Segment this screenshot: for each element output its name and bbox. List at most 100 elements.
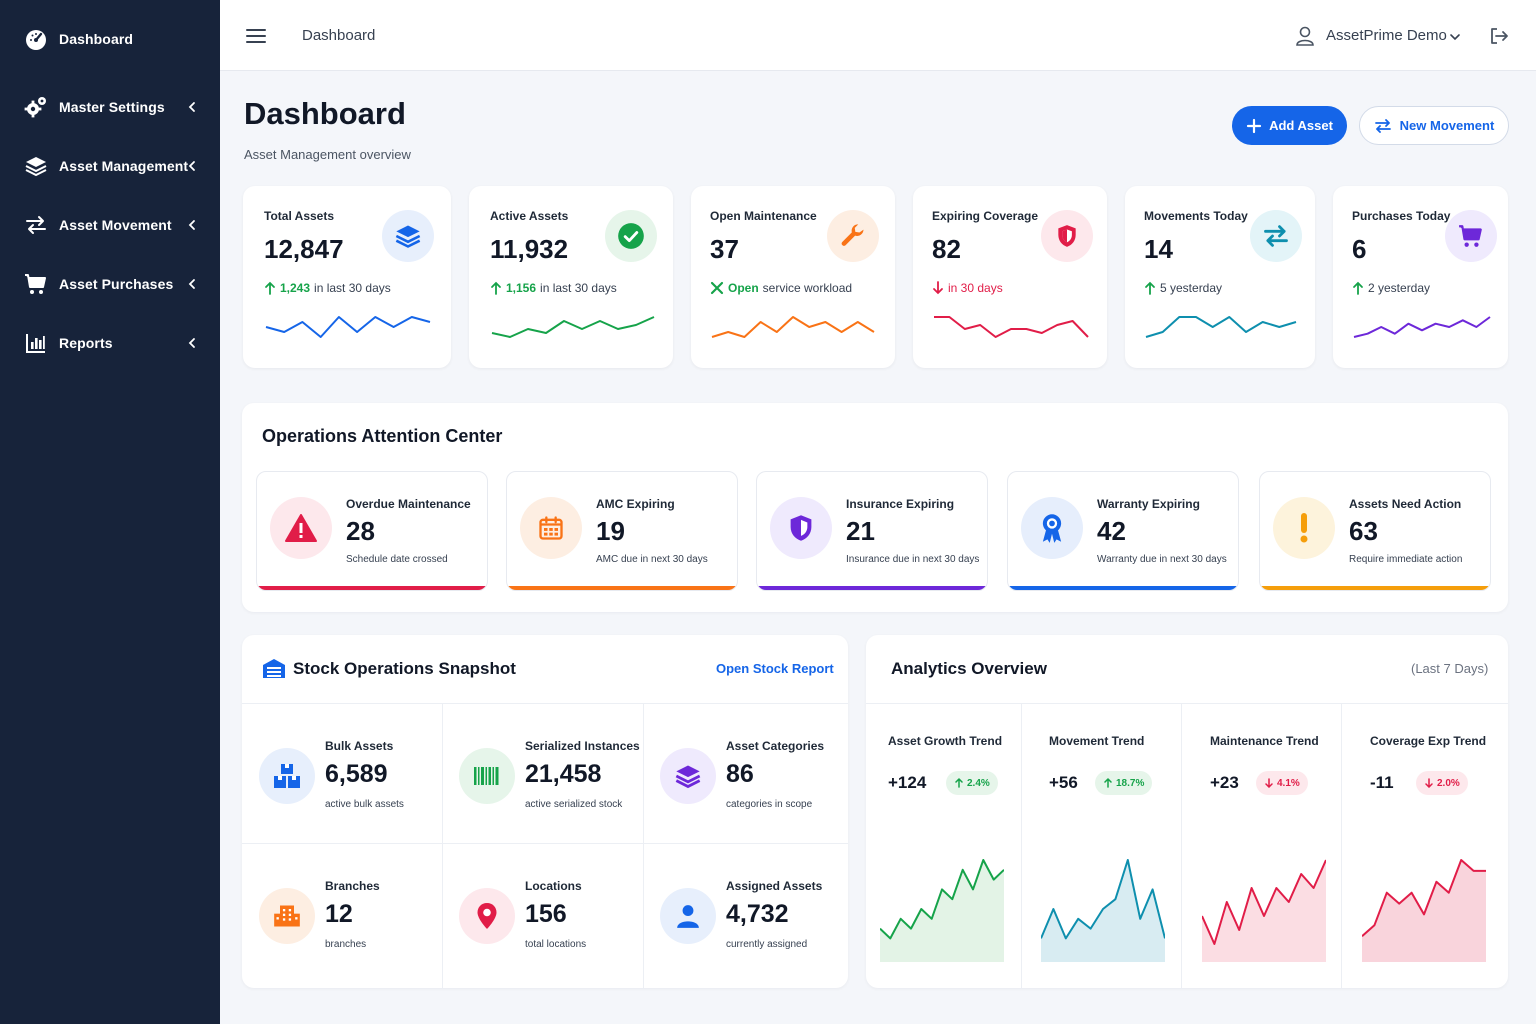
attention-card-title: Warranty Expiring <box>1097 497 1200 511</box>
analytics-col-movement: Movement Trend +56 18.7% <box>1027 704 1187 984</box>
attention-card-title: Overdue Maintenance <box>346 497 471 511</box>
sidebar-item-asset-management[interactable]: Asset Management <box>0 144 220 188</box>
layers-icon <box>24 154 48 178</box>
kpi-card-movements-today: Movements Today 14 5 yesterday <box>1125 186 1315 368</box>
sidebar-item-label: Reports <box>59 335 113 351</box>
analytics-col-title: Asset Growth Trend <box>888 734 1003 748</box>
arrow-up-icon <box>955 778 963 788</box>
trend-area-chart <box>880 859 1004 962</box>
stock-cell-subtitle: total locations <box>525 939 587 950</box>
kpi-footer-text: service workload <box>762 281 853 295</box>
kpi-value: 11,932 <box>490 234 569 264</box>
new-movement-label: New Movement <box>1399 118 1495 133</box>
divider <box>643 704 644 988</box>
trend-area-chart <box>1041 859 1165 962</box>
attention-card-value: 63 <box>1349 516 1378 546</box>
kpi-footer-value: 1,243 <box>280 281 311 295</box>
check-circle-icon <box>605 210 657 262</box>
page-title: Dashboard <box>244 96 406 131</box>
arrow-down-icon <box>933 281 943 295</box>
arrows-exchange-icon <box>1250 210 1302 262</box>
building-icon <box>259 888 315 944</box>
kpi-sparkline <box>265 316 431 338</box>
sparkline-path <box>491 316 655 338</box>
kpi-footer-value: Open <box>728 281 759 295</box>
kpi-card-purchases-today: Purchases Today 6 2 yesterday <box>1333 186 1508 368</box>
sidebar-item-reports[interactable]: Reports <box>0 321 220 365</box>
sidebar-item-label: Asset Purchases <box>59 276 174 292</box>
attention-card-subtitle: Warranty due in next 30 days <box>1097 554 1227 565</box>
sidebar-item-asset-movement[interactable]: Asset Movement <box>0 203 220 247</box>
user-icon <box>1296 26 1314 46</box>
area-line <box>1202 859 1326 945</box>
arrows-exchange-icon <box>24 213 48 237</box>
attention-card-title: Assets Need Action <box>1349 497 1462 511</box>
stock-cell-assigned-assets: Assigned Assets 4,732 currently assigned <box>643 844 843 984</box>
stock-cell-title: Serialized Instances <box>525 739 640 753</box>
kpi-footer-value: 1,156 <box>506 281 537 295</box>
stock-cell-title: Assigned Assets <box>726 879 823 893</box>
tools-icon <box>710 281 724 295</box>
kpi-card-expiring-coverage: Expiring Coverage 82 in 30 days <box>913 186 1107 368</box>
sidebar-item-master-settings[interactable]: Master Settings <box>0 85 220 129</box>
kpi-sparkline <box>1145 316 1297 338</box>
kpi-sparkline <box>491 316 655 338</box>
breadcrumb-title: Dashboard <box>302 27 376 44</box>
attention-card-overdue-maintenance[interactable]: Overdue Maintenance 28 Schedule date cro… <box>256 471 488 591</box>
divider <box>866 703 1508 704</box>
kpi-title: Open Maintenance <box>710 209 817 223</box>
sparkline-path <box>711 316 875 338</box>
gears-icon <box>24 95 48 119</box>
kpi-footer: Open service workload <box>710 281 852 295</box>
analytics-col-title: Movement Trend <box>1049 734 1145 748</box>
stock-cell-title: Bulk Assets <box>325 739 394 753</box>
kpi-sparkline <box>711 316 875 338</box>
kpi-value: 82 <box>932 234 961 264</box>
divider <box>442 704 443 988</box>
arrow-up-icon <box>1104 778 1112 788</box>
stock-cell-value: 12 <box>325 900 353 928</box>
attention-card-warranty-expiring[interactable]: Warranty Expiring 42 Warranty due in nex… <box>1007 471 1239 591</box>
divider <box>1341 704 1342 988</box>
stock-cell-title: Locations <box>525 879 582 893</box>
attention-card-subtitle: AMC due in next 30 days <box>596 554 708 565</box>
warehouse-icon <box>263 659 285 678</box>
logout-icon[interactable] <box>1488 25 1510 47</box>
open-stock-report-link[interactable]: Open Stock Report <box>716 661 834 676</box>
stock-cell-asset-categories: Asset Categories 86 categories in scope <box>643 704 843 844</box>
chevron-left-icon <box>188 338 195 348</box>
kpi-card-total-assets: Total Assets 12,847 1,243 in last 30 day… <box>243 186 451 368</box>
sidebar-item-dashboard[interactable]: Dashboard <box>0 17 220 61</box>
kpi-title: Total Assets <box>264 209 335 223</box>
chevron-down-icon[interactable] <box>1448 30 1462 44</box>
analytics-col-value: +124 <box>888 773 927 792</box>
stock-cell-title: Asset Categories <box>726 739 825 753</box>
hamburger-menu-icon[interactable] <box>244 24 268 48</box>
attention-card-bar <box>257 586 487 590</box>
attention-card-insurance-expiring[interactable]: Insurance Expiring 21 Insurance due in n… <box>756 471 988 591</box>
sidebar-item-asset-purchases[interactable]: Asset Purchases <box>0 262 220 306</box>
attention-center-title: Operations Attention Center <box>262 426 503 446</box>
sparkline-path <box>1145 316 1297 338</box>
add-asset-button[interactable]: Add Asset <box>1232 106 1347 145</box>
user-menu[interactable]: AssetPrime Demo <box>1326 27 1447 44</box>
kpi-footer: 2 yesterday <box>1352 281 1430 295</box>
attention-card-subtitle: Require immediate action <box>1349 554 1463 565</box>
divider <box>242 843 848 844</box>
attention-card-amc-expiring[interactable]: AMC Expiring 19 AMC due in next 30 days <box>506 471 738 591</box>
barcode-icon <box>459 748 515 804</box>
stock-snapshot-title: Stock Operations Snapshot <box>293 659 516 678</box>
kpi-value: 6 <box>1352 234 1367 264</box>
kpi-title: Movements Today <box>1144 209 1248 223</box>
analytics-col-title: Maintenance Trend <box>1210 734 1319 748</box>
arrows-exchange-icon <box>1374 118 1391 133</box>
attention-card-bar <box>757 586 987 590</box>
kpi-title: Purchases Today <box>1352 209 1451 223</box>
analytics-col-asset-growth: Asset Growth Trend +124 2.4% <box>866 704 1026 984</box>
sidebar-item-label: Master Settings <box>59 99 165 115</box>
kpi-sparkline <box>1353 316 1491 338</box>
page-subtitle: Asset Management overview <box>244 147 411 162</box>
attention-card-assets-need-action[interactable]: Assets Need Action 63 Require immediate … <box>1259 471 1491 591</box>
new-movement-button[interactable]: New Movement <box>1359 106 1509 145</box>
map-pin-icon <box>459 888 515 944</box>
